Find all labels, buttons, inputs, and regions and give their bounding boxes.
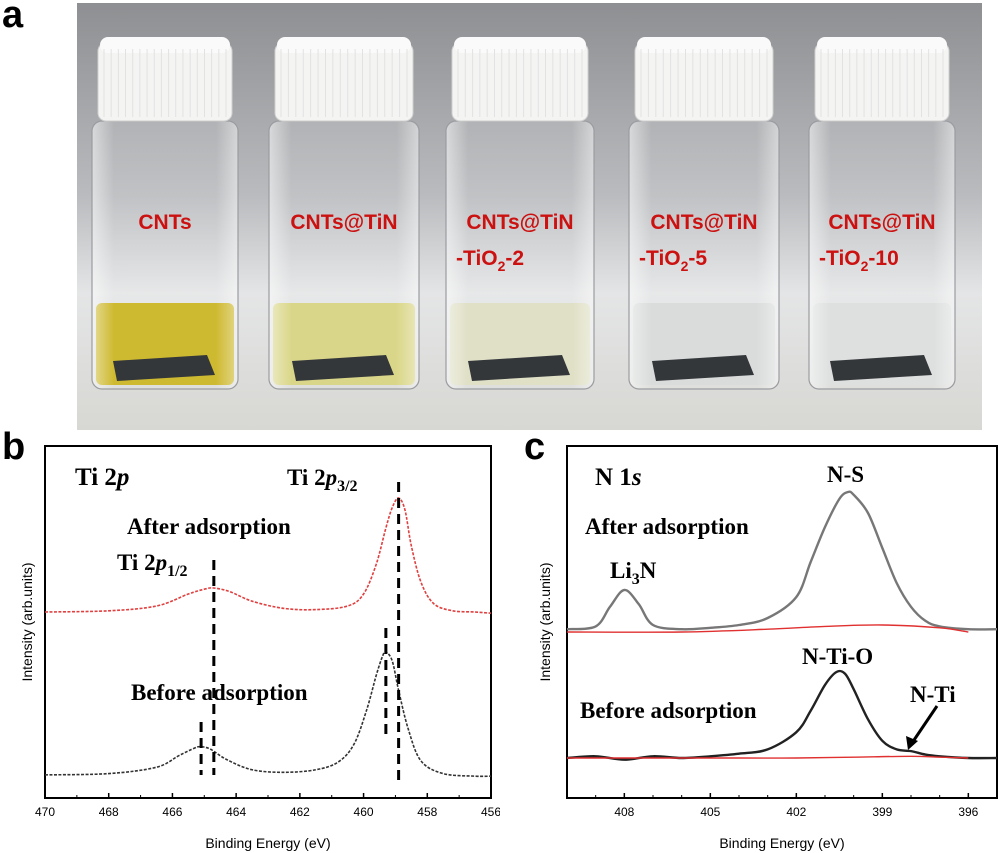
x-tick-label: 470 [35,805,55,819]
vial-cap-top [277,37,411,53]
x-tick-label: 399 [872,805,892,819]
vial-cap-top [454,37,586,53]
panel-title: Ti 2p [75,464,129,491]
x-tick-label: 458 [417,805,437,819]
x-tick-label: 468 [99,805,119,819]
x-tick-label: 405 [700,805,720,819]
vial-label-line1: CNTs [138,211,191,234]
x-tick-label: 460 [354,805,374,819]
nti-arrow-head [906,736,918,750]
vial: CNTs@TiN [268,37,420,390]
x-tick-label: 408 [614,805,634,819]
label-ti2p32: Ti 2p3/2 [287,465,358,495]
vial-label-line2: -TiO2-10 [819,247,899,274]
after-baseline [566,624,969,633]
x-axis-label: Binding Energy (eV) [205,835,330,851]
xps-ti2p-plot: 470 468 466 464 462 460 458 456 Binding Energy (… [19,445,500,851]
panel-b-label: b [2,426,26,468]
nti-arrow-line [910,705,939,744]
vial-label-line1: CNTs@TiN [290,211,397,234]
label-nti: N-Ti [910,682,956,707]
x-axis-label: Binding Energy (eV) [719,835,844,851]
before-raw-curve [566,669,998,761]
x-tick-label: 396 [958,805,978,819]
panel-a-label: a [2,0,24,36]
label-li3n: Li3N [610,558,657,588]
panel-title: N 1s [595,464,642,491]
label-after-adsorption: After adsorption [585,514,749,539]
vial-label-line2: -TiO2-5 [639,247,707,274]
vial-label-line1: CNTs@TiN [650,211,757,234]
x-tick-label: 456 [481,805,500,819]
after-adsorption-curve [44,497,492,614]
y-axis-label: Intensity (arb.units) [537,562,553,681]
xps-n1s-plot: 408 405 402 399 396 Binding Energy (eV) Intens… [537,445,998,851]
vial-cap-top [100,37,230,53]
label-after-adsorption: After adsorption [127,514,291,539]
vial-label-line1: CNTs@TiN [828,211,935,234]
vial: CNTs [91,37,239,390]
vial: CNTs@TiN -TiO2-5 [628,37,780,390]
vials-photo: CNTs CNTs@TiN CNTs@TiN -TiO2-2 CNTs@TiN -TiO2… [77,3,982,430]
panel-c-label: c [524,426,546,468]
vial: CNTs@TiN -TiO2-10 [808,37,956,390]
label-ns: N-S [827,462,864,487]
label-ntio: N-Ti-O [802,644,873,669]
x-tick-label: 462 [290,805,310,819]
vial-glass [91,120,239,390]
vial: CNTs@TiN -TiO2-2 [445,37,595,390]
x-tick-label: 464 [226,805,246,819]
label-ti2p12: Ti 2p1/2 [117,550,188,580]
vial-label-line2: -TiO2-2 [456,247,524,274]
plot-frame [44,445,492,799]
label-before-adsorption: Before adsorption [131,680,308,705]
y-axis-label: Intensity (arb.units) [19,562,35,681]
label-before-adsorption: Before adsorption [580,698,757,723]
vial-label-line1: CNTs@TiN [466,211,573,234]
before-adsorption-curve [44,650,492,778]
x-tick-label: 402 [786,805,806,819]
vial-cap-top [637,37,771,53]
vial-glass [268,120,420,390]
plot-frame [566,445,998,799]
x-tick-label: 466 [162,805,182,819]
vial-cap-top [817,37,947,53]
after-raw-curve [566,490,998,631]
before-baseline [567,755,969,759]
